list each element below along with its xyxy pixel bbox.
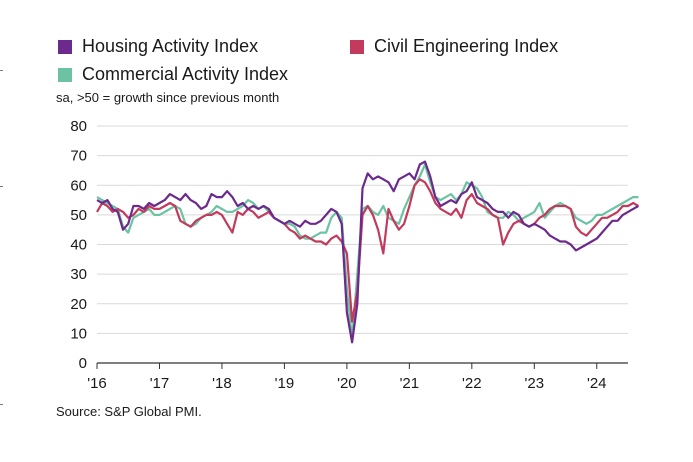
- chart-legend: Housing Activity Index Civil Engineering…: [58, 36, 658, 90]
- legend-swatch-civil-engineering: [350, 39, 364, 54]
- legend-item-housing: Housing Activity Index: [58, 36, 258, 57]
- x-tick-label: '17: [150, 375, 170, 392]
- y-tick-label: 10: [70, 325, 87, 342]
- legend-label-commercial: Commercial Activity Index: [82, 64, 289, 84]
- edge-mark: [0, 186, 3, 187]
- chart-source: Source: S&P Global PMI.: [56, 404, 202, 419]
- legend-item-civil-engineering: Civil Engineering Index: [350, 36, 558, 57]
- y-tick-label: 70: [70, 148, 87, 165]
- y-tick-label: 60: [70, 177, 87, 194]
- x-tick-label: '22: [462, 375, 482, 392]
- y-tick-label: 20: [70, 296, 87, 313]
- x-tick-label: '19: [275, 375, 295, 392]
- gridlines: [97, 125, 628, 334]
- y-tick-label: 50: [70, 207, 87, 224]
- x-tick-label: '18: [212, 375, 232, 392]
- edge-mark: [0, 404, 3, 405]
- y-tick-label: 80: [70, 118, 87, 135]
- x-tick-label: '20: [337, 375, 357, 392]
- y-tick-label: 40: [70, 237, 87, 254]
- series-line-commercial: [96, 163, 639, 341]
- legend-label-housing: Housing Activity Index: [82, 36, 259, 56]
- chart-subtitle: sa, >50 = growth since previous month: [56, 90, 280, 105]
- legend-swatch-commercial: [58, 67, 72, 82]
- x-axis: '16 '17 '18 '19 '20 '21 '22 '23 '24: [87, 362, 628, 392]
- y-tick-label: 30: [70, 266, 87, 283]
- legend-label-civil-engineering: Civil Engineering Index: [374, 36, 559, 56]
- legend-swatch-housing: [58, 39, 72, 54]
- y-axis-ticks: 0 10 20 30 40 50 60 70 80: [70, 118, 87, 372]
- x-tick-label: '21: [400, 375, 420, 392]
- legend-item-commercial: Commercial Activity Index: [58, 64, 288, 85]
- edge-mark: [0, 70, 3, 71]
- x-tick-label: '24: [587, 375, 607, 392]
- y-tick-label: 0: [79, 355, 87, 372]
- series-lines: [96, 160, 639, 344]
- x-tick-label: '23: [525, 375, 545, 392]
- x-tick-label: '16: [87, 375, 107, 392]
- series-line-civil-engineering: [96, 178, 639, 323]
- series-line-housing: [96, 160, 639, 344]
